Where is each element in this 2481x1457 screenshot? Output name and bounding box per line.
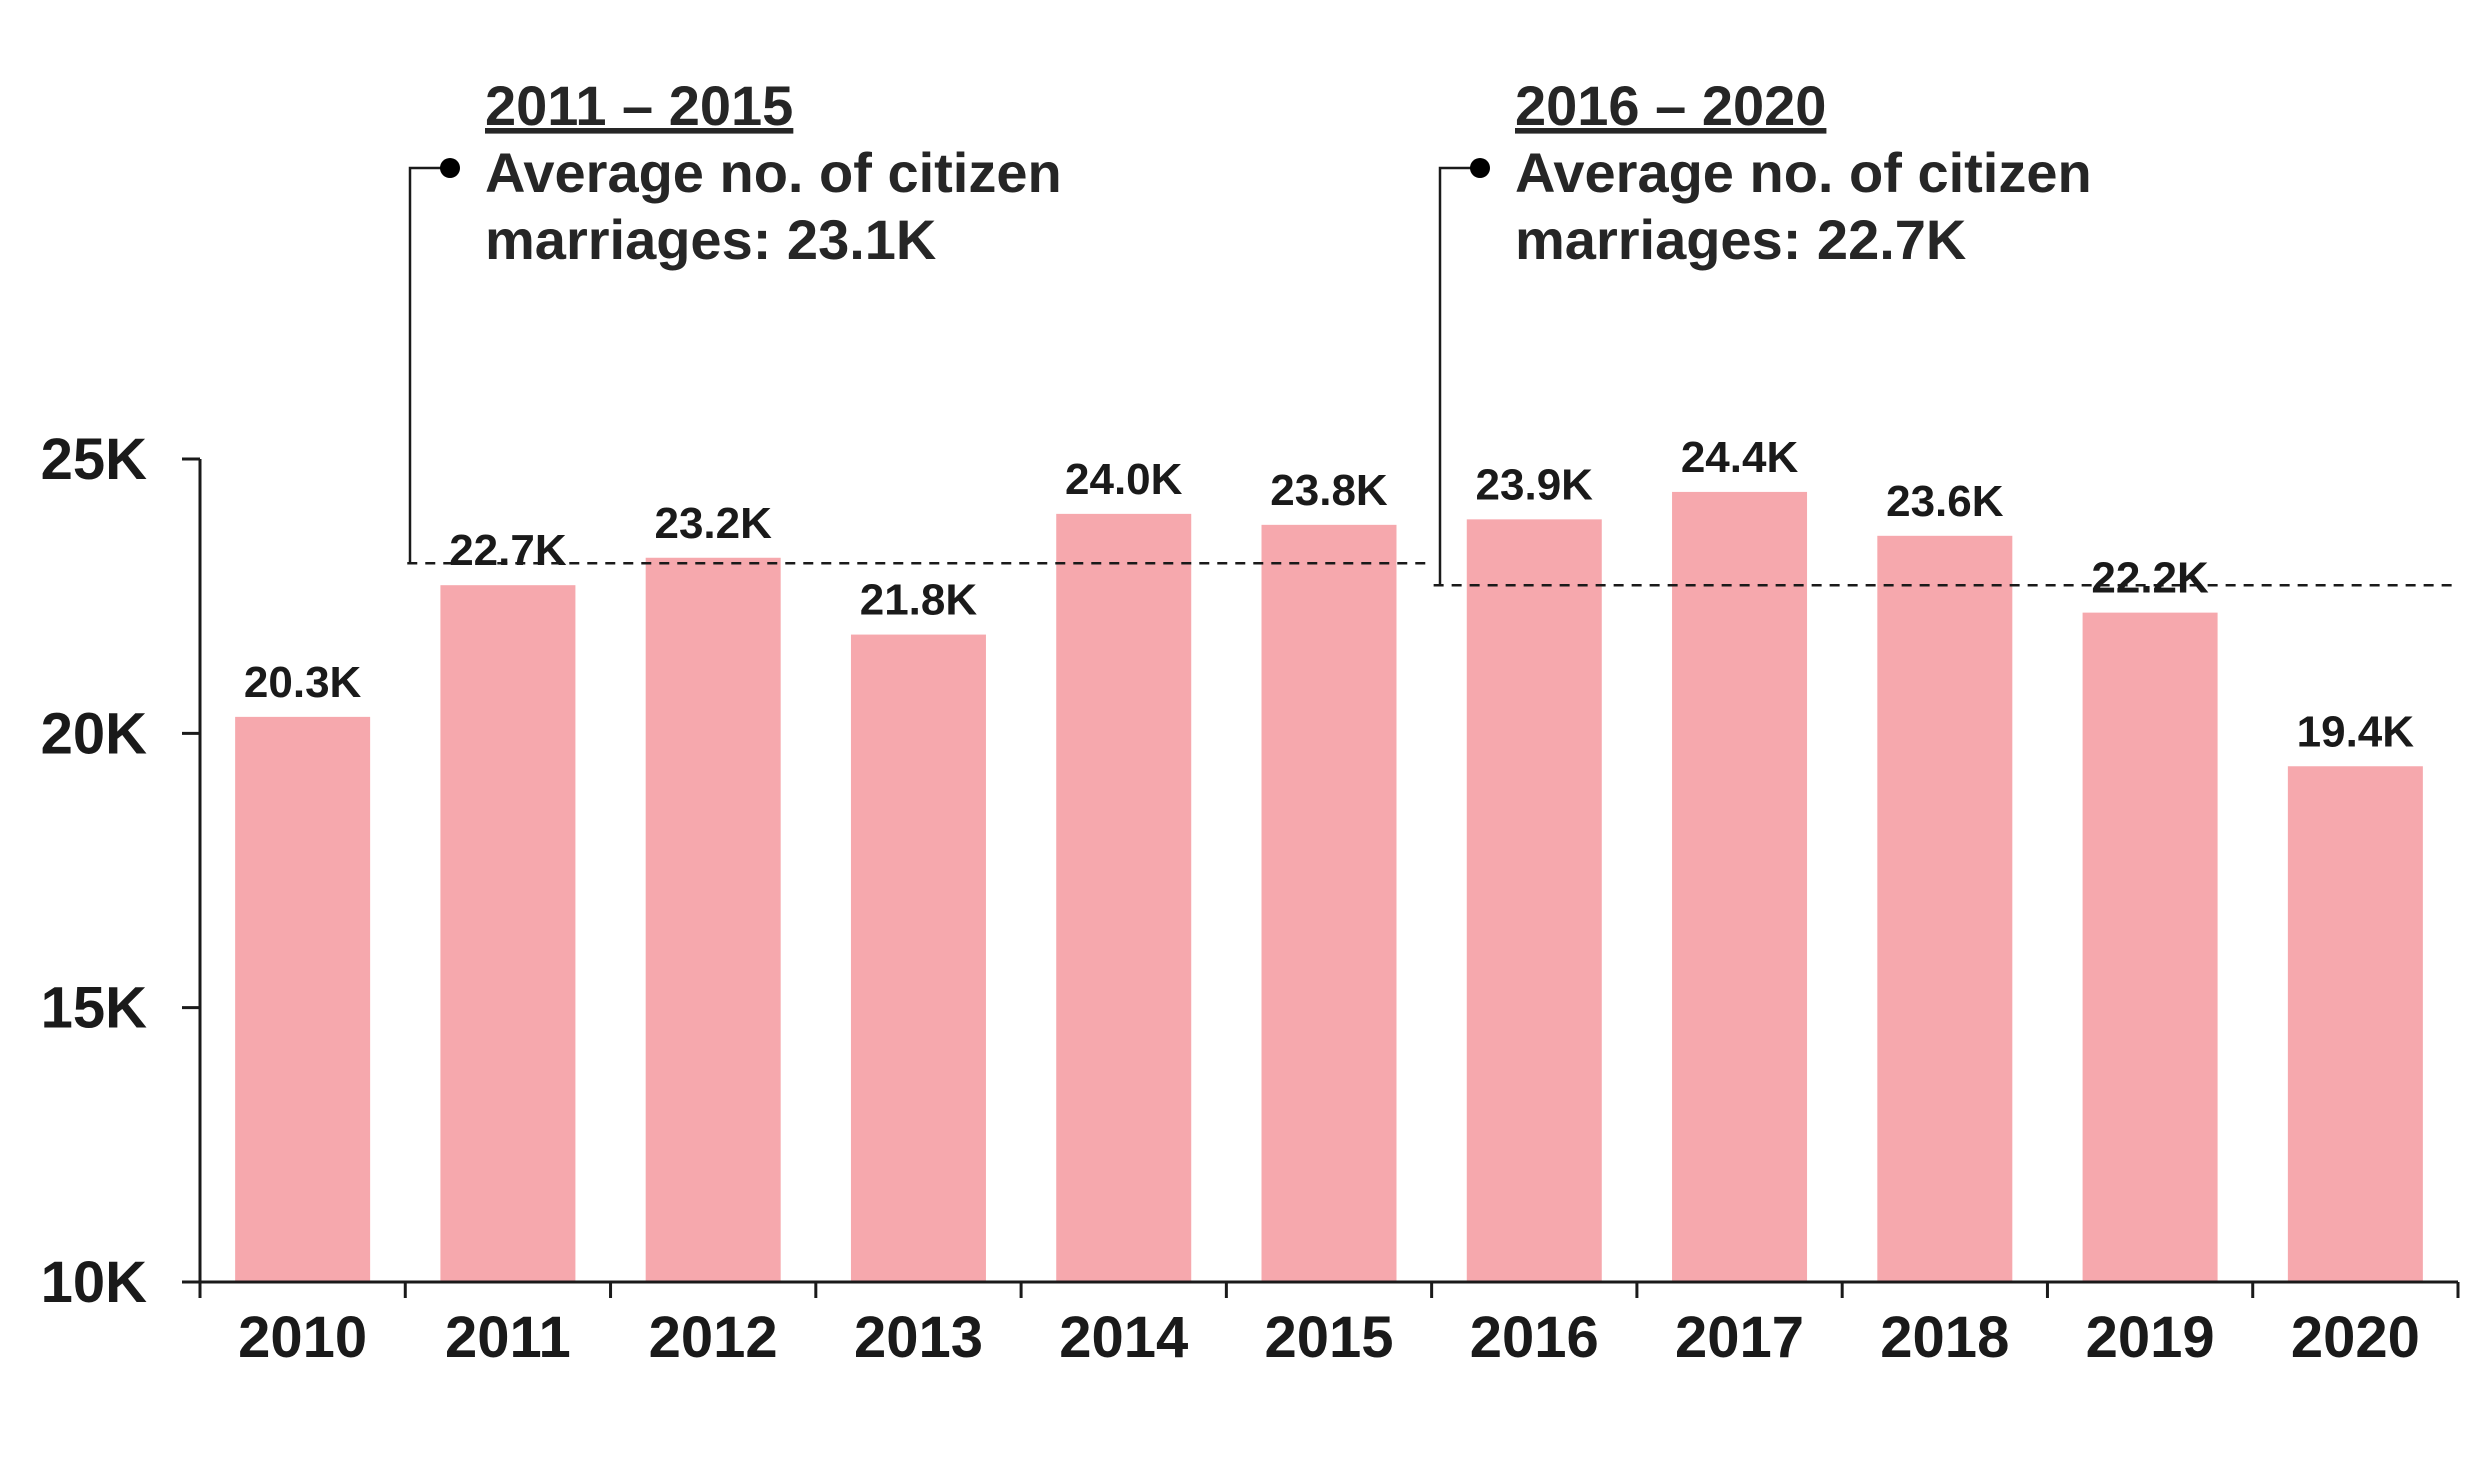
x-tick-label-2013: 2013: [854, 1305, 983, 1370]
y-tick-label-15K: 15K: [41, 976, 148, 1041]
annotation-2016-2020: 2016 – 2020 Average no. of citizen marri…: [1515, 74, 2092, 271]
bar-2014: [1056, 513, 1192, 1282]
x-tick-label-2019: 2019: [2086, 1305, 2215, 1370]
value-label-2016: 23.9K: [1476, 460, 1594, 509]
bar-2018: [1877, 535, 2013, 1282]
x-tick-label-2020: 2020: [2291, 1305, 2420, 1370]
annotation-title: 2016 – 2020: [1515, 74, 1826, 137]
annotation-title: 2011 – 2015: [485, 74, 793, 137]
bar-2015: [1261, 524, 1397, 1282]
annotation-dot: [1470, 158, 1490, 178]
value-label-2011: 22.7K: [449, 526, 567, 575]
average-lines-group: [407, 158, 2458, 587]
bar-2010: [235, 716, 371, 1282]
y-ticks-group: 10K 15K 20K 25K: [41, 427, 200, 1315]
value-label-2019: 22.2K: [2091, 554, 2209, 603]
bar-2013: [850, 634, 986, 1282]
annotation-line: marriages: 22.7K: [1515, 208, 1966, 271]
x-tick-label-2015: 2015: [1264, 1305, 1393, 1370]
bar-2012: [645, 557, 781, 1282]
value-label-2015: 23.8K: [1270, 466, 1388, 515]
bar-2020: [2287, 766, 2423, 1282]
annotation-line: Average no. of citizen: [1515, 141, 2092, 204]
value-label-2010: 20.3K: [244, 658, 362, 707]
annotation-connector: [1438, 166, 1480, 586]
x-tick-label-2012: 2012: [649, 1305, 778, 1370]
annotation-connector: [408, 166, 450, 564]
value-label-2018: 23.6K: [1886, 477, 2004, 526]
value-label-2014: 24.0K: [1065, 455, 1183, 504]
x-tick-label-2018: 2018: [1880, 1305, 2009, 1370]
axes-group: [198, 459, 2458, 1284]
x-tick-label-2016: 2016: [1470, 1305, 1599, 1370]
y-tick-label-25K: 25K: [41, 427, 148, 492]
bars-group: [235, 491, 2423, 1282]
bar-2016: [1466, 519, 1602, 1282]
x-tick-label-2014: 2014: [1059, 1305, 1188, 1370]
bar-2019: [2082, 612, 2218, 1282]
annotation-dot: [440, 158, 460, 178]
value-label-2013: 21.8K: [860, 576, 978, 625]
annotation-2011-2015: 2011 – 2015 Average no. of citizen marri…: [485, 74, 1062, 271]
value-label-2020: 19.4K: [2297, 707, 2415, 756]
x-tick-label-2017: 2017: [1675, 1305, 1804, 1370]
annotation-line: marriages: 23.1K: [485, 208, 936, 271]
value-label-2012: 23.2K: [654, 499, 772, 548]
y-tick-label-10K: 10K: [41, 1250, 148, 1315]
value-label-2017: 24.4K: [1681, 433, 1799, 482]
x-tick-label-2010: 2010: [238, 1305, 367, 1370]
x-ticks-group: 2010 2011 2012 2013 2014 2015 2016 2017 2018 2019…: [198, 1282, 2460, 1370]
x-tick-label-2011: 2011: [445, 1305, 571, 1370]
bar-2011: [440, 585, 576, 1282]
annotation-line: Average no. of citizen: [485, 141, 1062, 204]
bar-2017: [1672, 491, 1808, 1282]
value-labels-group: 20.3K 22.7K 23.2K 21.8K 24.0K 23.8K 23.9K 24.4K…: [244, 433, 2414, 756]
y-tick-label-20K: 20K: [41, 701, 148, 766]
